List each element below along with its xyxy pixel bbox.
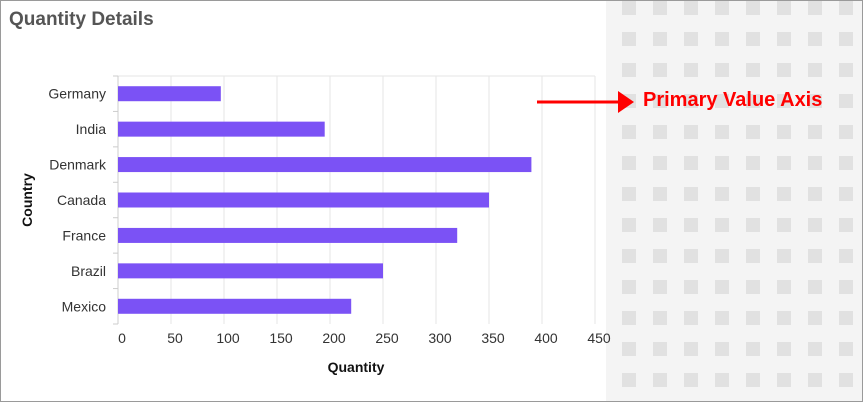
- bar: [118, 192, 489, 208]
- y-tick-label: France: [62, 227, 106, 243]
- x-tick-label: 0: [118, 330, 126, 346]
- bar: [118, 227, 458, 243]
- x-tick-label: 400: [534, 330, 558, 346]
- x-tick-label: 450: [587, 330, 611, 346]
- background-pattern-panel: [606, 1, 862, 401]
- x-tick-label: 250: [375, 330, 399, 346]
- y-tick-label: India: [76, 121, 107, 137]
- dot-grid-pattern: [622, 1, 853, 387]
- bar: [118, 298, 352, 314]
- bar: [118, 157, 532, 173]
- y-tick-label: Canada: [57, 192, 106, 208]
- x-tick-label: 300: [428, 330, 452, 346]
- x-tick-label: 150: [269, 330, 293, 346]
- y-tick-label: Brazil: [71, 263, 106, 279]
- y-tick-label: Germany: [48, 86, 106, 102]
- x-tick-label: 50: [167, 330, 183, 346]
- chart-title: Quantity Details: [9, 9, 154, 30]
- x-axis-title: Quantity: [328, 359, 385, 375]
- y-tick-label: Denmark: [49, 157, 107, 173]
- bar: [118, 121, 325, 137]
- x-tick-label: 200: [322, 330, 346, 346]
- y-tick-label: Mexico: [62, 298, 107, 314]
- callout-label: Primary Value Axis: [643, 89, 823, 111]
- x-tick-label: 350: [481, 330, 505, 346]
- bar: [118, 263, 383, 279]
- bar: [118, 86, 221, 102]
- y-axis-title: Country: [19, 173, 35, 227]
- x-tick-label: 100: [216, 330, 240, 346]
